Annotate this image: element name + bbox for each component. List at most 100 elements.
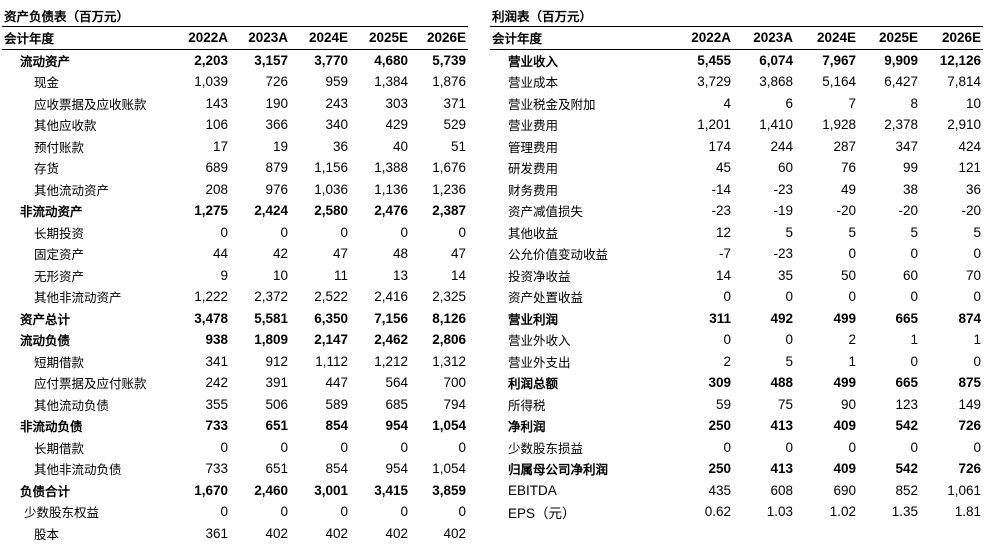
income-statement-cell: 726 — [958, 418, 981, 434]
income-statement-cell: 542 — [895, 461, 918, 477]
balance-sheet-cell: 726 — [265, 74, 288, 90]
income-statement-cell: 10 — [965, 95, 981, 111]
balance-sheet-header-row: 会计年度 2022A 2023A 2024E 2025E 2026E — [2, 27, 468, 50]
balance-sheet-cell: 0 — [280, 439, 288, 455]
income-statement-row-label: 其他收益 — [508, 225, 559, 241]
balance-sheet-cell: 106 — [205, 117, 228, 133]
balance-sheet-cell: 40 — [392, 138, 408, 154]
income-statement-row-label: 所得税 — [508, 397, 546, 413]
income-statement-row: 归属母公司净利润 250 413 409 542 726 — [490, 458, 983, 480]
income-statement-cell: 50 — [840, 267, 856, 283]
balance-sheet-row-label: 少数股东权益 — [24, 505, 100, 521]
income-statement-cell: 8 — [910, 95, 918, 111]
income-statement-cell: 5,455 — [697, 52, 731, 68]
balance-sheet-row-label: 长期借款 — [34, 440, 85, 456]
balance-sheet-row: 现金 1,039 726 959 1,384 1,876 — [2, 71, 468, 93]
income-statement-cell: 409 — [833, 461, 856, 477]
balance-sheet-row: 存货 689 879 1,156 1,388 1,676 — [2, 157, 468, 179]
balance-sheet-cell: 0 — [220, 439, 228, 455]
balance-sheet-cell: 3,157 — [254, 52, 288, 68]
income-statement-cell: 0 — [848, 246, 856, 262]
income-statement-cell: 0 — [785, 332, 793, 348]
income-statement-cell: 499 — [833, 375, 856, 391]
balance-sheet-cell: 733 — [205, 418, 228, 434]
income-statement-panel: 利润表（百万元） 会计年度 2022A 2023A 2024E 2025E 2026E 营业… — [490, 6, 983, 523]
balance-sheet-row: 股本 361 402 402 402 402 — [2, 523, 468, 545]
balance-sheet-year-header: 2025E — [350, 27, 410, 50]
balance-sheet-cell: 243 — [325, 95, 348, 111]
income-statement-cell: 499 — [833, 310, 856, 326]
balance-sheet-cell: 1,312 — [432, 353, 466, 369]
income-statement-row: 营业外支出 2 5 1 0 0 — [490, 351, 983, 373]
balance-sheet-cell: 2,416 — [374, 289, 408, 305]
balance-sheet-row: 少数股东权益 0 0 0 0 0 — [2, 501, 468, 523]
balance-sheet-cell: 402 — [443, 525, 466, 541]
income-statement-cell: 0 — [973, 439, 981, 455]
income-statement-cell: 5 — [785, 353, 793, 369]
balance-sheet-cell: 2,522 — [314, 289, 348, 305]
income-statement-cell: 35 — [777, 267, 793, 283]
income-statement-row-label: 归属母公司净利润 — [508, 462, 609, 478]
income-statement-year-header: 2024E — [795, 27, 858, 50]
income-statement-cell: 5,164 — [822, 74, 856, 90]
balance-sheet-cell: 879 — [265, 160, 288, 176]
balance-sheet-cell: 1,384 — [374, 74, 408, 90]
balance-sheet-cell: 5,739 — [432, 52, 466, 68]
balance-sheet-cell: 5,581 — [254, 310, 288, 326]
income-statement-cell: -19 — [773, 203, 793, 219]
balance-sheet-cell: 589 — [325, 396, 348, 412]
income-statement-cell: 4 — [723, 95, 731, 111]
balance-sheet-row-label: 其他应收款 — [34, 118, 97, 134]
income-statement-cell: 287 — [833, 138, 856, 154]
balance-sheet-cell: 190 — [265, 95, 288, 111]
income-statement-cell: 424 — [958, 138, 981, 154]
balance-sheet-row: 流动负债 938 1,809 2,147 2,462 2,806 — [2, 329, 468, 351]
balance-sheet-cell: 1,388 — [374, 160, 408, 176]
income-statement-cell: 665 — [895, 310, 918, 326]
income-statement-cell: 0 — [910, 246, 918, 262]
income-statement-cell: 7,967 — [822, 52, 856, 68]
income-statement-row-label: EPS（元） — [508, 505, 576, 521]
balance-sheet-cell: 48 — [392, 246, 408, 262]
balance-sheet-cell: 2,580 — [314, 203, 348, 219]
balance-sheet-cell: 1,156 — [314, 160, 348, 176]
balance-sheet-cell: 402 — [325, 525, 348, 541]
income-statement-cell: 7 — [848, 95, 856, 111]
income-statement-row-label: 公允价值变动收益 — [508, 247, 609, 263]
income-statement-year-header: 2026E — [920, 27, 983, 50]
income-statement-row-label: 营业外收入 — [508, 333, 571, 349]
balance-sheet-row: 流动资产 2,203 3,157 3,770 4,680 5,739 — [2, 49, 468, 71]
balance-sheet-cell: 13 — [392, 267, 408, 283]
balance-sheet-cell: 341 — [205, 353, 228, 369]
income-statement-cell: 38 — [902, 181, 918, 197]
balance-sheet-cell: 402 — [385, 525, 408, 541]
income-statement-cell: 347 — [895, 138, 918, 154]
income-statement-row: 投资净收益 14 35 50 60 70 — [490, 265, 983, 287]
balance-sheet-cell: 651 — [265, 418, 288, 434]
income-statement-cell: 5 — [848, 224, 856, 240]
balance-sheet-cell: 2,387 — [432, 203, 466, 219]
balance-sheet-cell: 564 — [385, 375, 408, 391]
balance-sheet-row: 其他流动资产 208 976 1,036 1,136 1,236 — [2, 179, 468, 201]
income-statement-cell: 60 — [902, 267, 918, 283]
income-statement-cell: 7,814 — [947, 74, 981, 90]
balance-sheet-row: 其他非流动负债 733 651 854 954 1,054 — [2, 458, 468, 480]
balance-sheet-row-label: 存货 — [34, 161, 60, 177]
income-statement-cell: 6,074 — [759, 52, 793, 68]
income-statement-cell: 121 — [958, 160, 981, 176]
income-statement-cell: 1,201 — [697, 117, 731, 133]
balance-sheet-row: 应收票据及应收账款 143 190 243 303 371 — [2, 93, 468, 115]
income-statement-row: 净利润 250 413 409 542 726 — [490, 415, 983, 437]
balance-sheet-cell: 2,325 — [432, 289, 466, 305]
income-statement-row-label: EBITDA — [508, 482, 557, 498]
income-statement-cell: 36 — [965, 181, 981, 197]
income-statement-cell: -23 — [773, 246, 793, 262]
balance-sheet-cell: 854 — [325, 461, 348, 477]
balance-sheet-year-header: 2022A — [170, 27, 230, 50]
income-statement-cell: -20 — [898, 203, 918, 219]
balance-sheet-cell: 3,770 — [314, 52, 348, 68]
balance-sheet-row: 预付账款 17 19 36 40 51 — [2, 136, 468, 158]
income-statement-cell: 1.03 — [766, 504, 793, 520]
income-statement-year-header: 2022A — [675, 27, 733, 50]
balance-sheet-cell: 0 — [340, 224, 348, 240]
